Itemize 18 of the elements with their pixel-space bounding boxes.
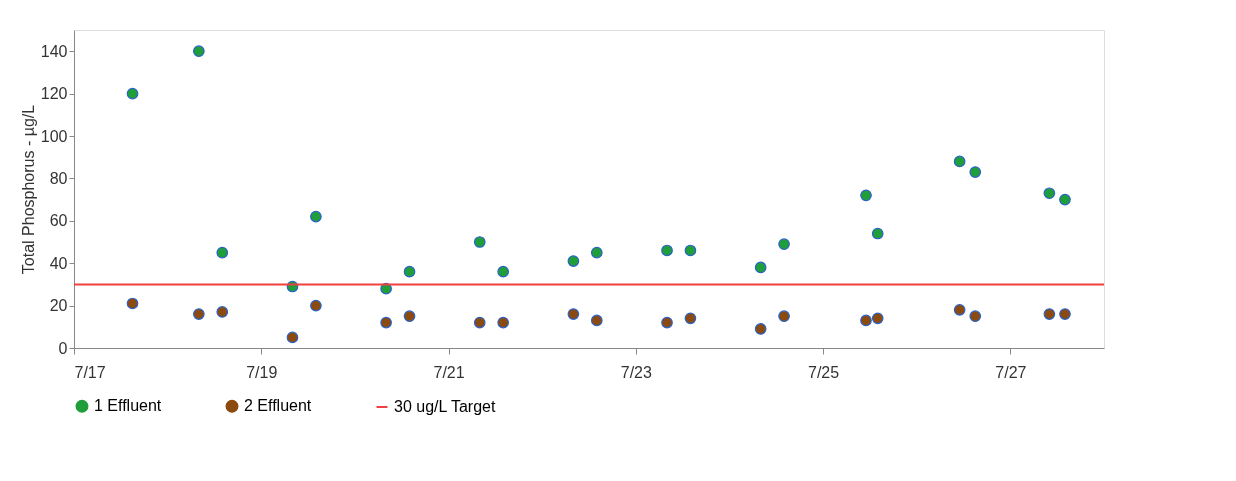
y-tick-label: 120	[40, 85, 68, 103]
y-tick-label: 0	[58, 339, 68, 357]
y-tick-label: 20	[49, 297, 68, 315]
x-tick-label: 7/23	[620, 363, 652, 381]
y-axis-title: Total Phosphorus - µg/L	[19, 104, 37, 275]
legend-label: 30 ug/L Target	[394, 398, 496, 415]
x-tick-label: 7/25	[808, 363, 840, 381]
y-tick-label: 100	[40, 127, 68, 145]
legend-label: 2 Effluent	[244, 397, 312, 415]
x-tick-label: 7/21	[433, 363, 465, 381]
x-tick-label: 7/19	[246, 363, 278, 381]
y-tick-label: 80	[49, 169, 68, 187]
y-tick-label: 40	[49, 254, 68, 272]
y-tick-label: 60	[49, 212, 68, 230]
x-tick-label: 7/27	[995, 363, 1027, 381]
y-tick-label: 140	[40, 42, 68, 60]
x-tick-label: 7/17	[74, 363, 106, 381]
legend-label: 1 Effluent	[94, 397, 162, 415]
